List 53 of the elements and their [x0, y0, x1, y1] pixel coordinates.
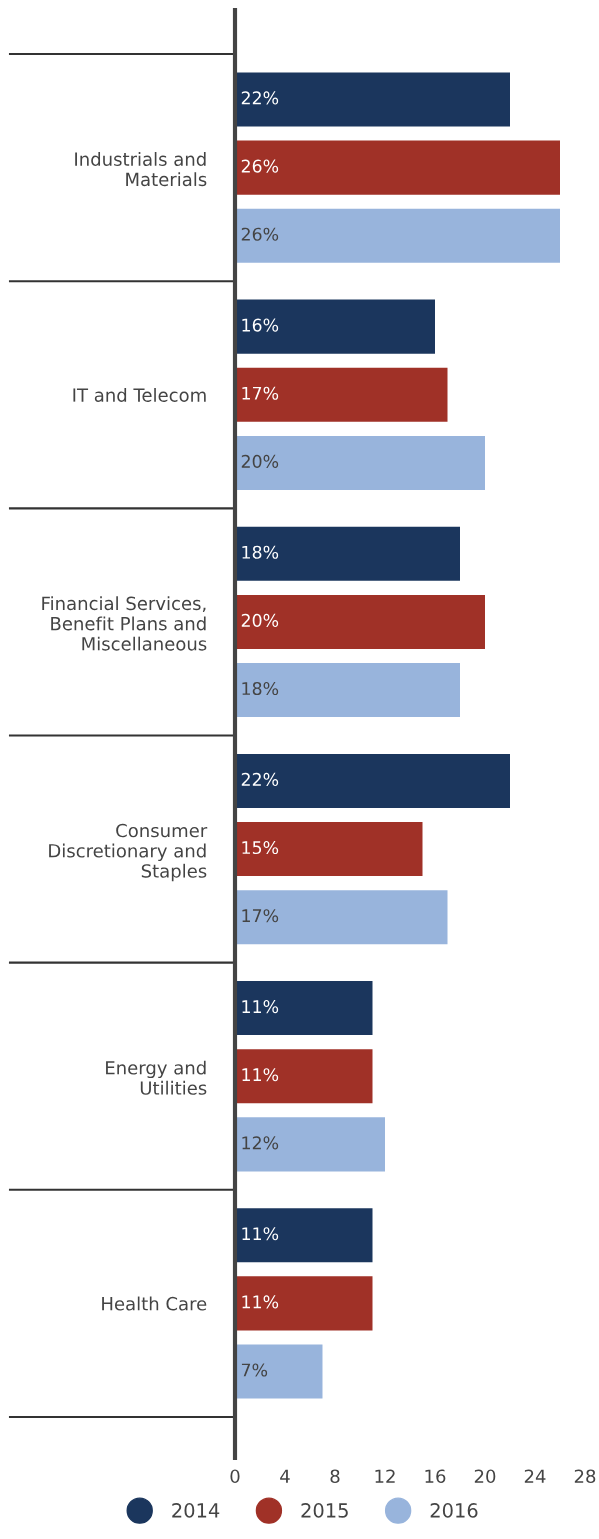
legend-label: 2015 — [301, 1503, 348, 1518]
bar — [235, 1276, 373, 1331]
bar — [235, 367, 448, 422]
x-tick-label: 20 — [474, 1469, 496, 1484]
y-tick-label: Industrials and Materials — [75, 152, 207, 187]
data-label: 16% — [242, 318, 279, 332]
x-tick-label: 0 — [230, 1469, 240, 1484]
bar — [235, 299, 435, 354]
y-tick-label: Consumer Discretionary and Staples — [49, 823, 208, 882]
bar — [235, 663, 460, 718]
data-label: 11% — [242, 1295, 279, 1309]
bar — [235, 1117, 385, 1172]
y-tick-label: Energy and Utilities — [106, 1060, 207, 1095]
y-tick-label: Health Care — [102, 1296, 207, 1311]
bar — [235, 1208, 373, 1263]
data-label: 15% — [242, 840, 279, 855]
data-label: 20% — [241, 454, 279, 468]
data-label: 11% — [242, 1068, 279, 1082]
bar — [235, 594, 485, 649]
legend-label: 2016 — [430, 1503, 478, 1518]
bar — [235, 1049, 373, 1104]
data-label: 18% — [242, 545, 279, 559]
data-label: 12% — [242, 1136, 279, 1150]
data-label: 26% — [241, 159, 279, 173]
data-label: 22% — [241, 772, 279, 786]
bar — [235, 890, 448, 945]
bar — [235, 981, 373, 1036]
bar — [235, 526, 460, 581]
y-tick-label: IT and Telecom — [73, 387, 206, 402]
bar — [235, 435, 485, 490]
data-label: 17% — [242, 909, 279, 923]
x-tick-label: 16 — [425, 1469, 446, 1484]
bar — [235, 753, 510, 808]
data-label: 26% — [241, 227, 279, 241]
x-tick-label: 8 — [330, 1469, 340, 1484]
data-label: 11% — [242, 1227, 279, 1241]
bar — [235, 208, 560, 263]
data-label: 18% — [242, 681, 279, 696]
y-tick-label: Financial Services, Benefit Plans and Miscellaneous — [42, 596, 207, 651]
bar — [235, 140, 560, 195]
x-tick-label: 4 — [280, 1469, 290, 1483]
data-label: 11% — [242, 999, 279, 1014]
data-label: 17% — [242, 386, 279, 400]
data-label: 22% — [241, 91, 279, 105]
legend-label: 2014 — [172, 1503, 220, 1518]
x-tick-label: 28 — [574, 1469, 596, 1484]
data-label: 20% — [241, 613, 279, 627]
bar — [235, 1344, 323, 1399]
data-label: 7% — [241, 1363, 268, 1377]
bar — [235, 72, 510, 127]
x-tick-label: 12 — [375, 1469, 395, 1483]
x-tick-label: 24 — [524, 1469, 546, 1483]
bar — [235, 822, 423, 877]
